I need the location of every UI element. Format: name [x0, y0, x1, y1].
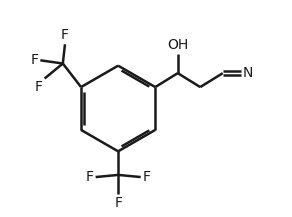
Text: N: N [243, 66, 253, 80]
Text: F: F [86, 170, 93, 184]
Text: F: F [34, 80, 43, 94]
Text: F: F [143, 170, 151, 184]
Text: F: F [114, 196, 122, 210]
Text: F: F [61, 28, 69, 42]
Text: F: F [30, 53, 38, 67]
Text: OH: OH [167, 38, 188, 52]
